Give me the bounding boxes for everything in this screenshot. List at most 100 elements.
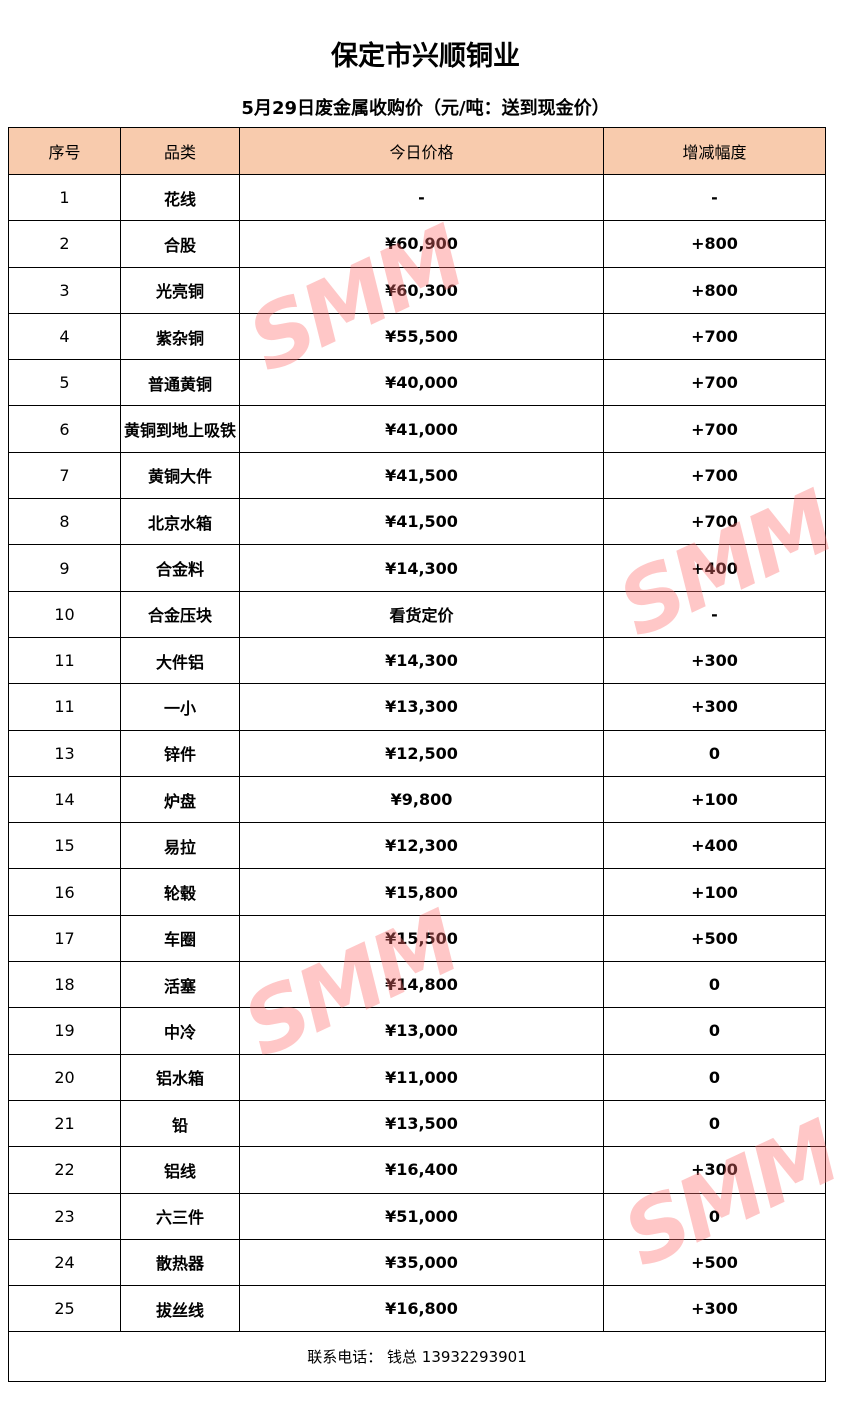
row-index: 8 [8, 498, 121, 546]
row-change: +400 [603, 544, 826, 592]
row-change: +300 [603, 1146, 826, 1194]
row-change: +800 [603, 220, 826, 268]
row-price: ¥13,500 [239, 1099, 604, 1148]
row-change: 0 [603, 729, 826, 777]
row-index: 22 [8, 1146, 121, 1194]
row-category: 一小 [120, 683, 240, 731]
table-row: 17 车圈 ¥15,500 +500 [8, 914, 826, 963]
row-category: 普通黄铜 [120, 359, 240, 407]
row-price: - [239, 173, 604, 222]
row-price: ¥12,500 [239, 729, 604, 777]
col-header-change: 增减幅度 [603, 127, 826, 175]
row-category: 六三件 [120, 1192, 240, 1240]
row-category: 铅 [120, 1099, 240, 1148]
row-category: 光亮铜 [120, 266, 240, 314]
row-change: 0 [603, 1007, 826, 1055]
table-row: 13 锌件 ¥12,500 0 [8, 729, 826, 777]
row-index: 21 [8, 1099, 121, 1148]
row-index: 15 [8, 822, 121, 870]
row-change: +300 [603, 1285, 826, 1333]
row-price: ¥13,300 [239, 683, 604, 731]
header-row: 序号 品类 今日价格 增减幅度 [8, 127, 826, 175]
row-index: 1 [8, 173, 121, 222]
row-category: 锌件 [120, 729, 240, 777]
row-index: 24 [8, 1238, 121, 1287]
table-row: 16 轮毂 ¥15,800 +100 [8, 868, 826, 916]
row-category: 拔丝线 [120, 1285, 240, 1333]
table-row: 19 中冷 ¥13,000 0 [8, 1007, 826, 1055]
row-price: ¥13,000 [239, 1007, 604, 1055]
row-category: 车圈 [120, 914, 240, 963]
row-price: ¥16,400 [239, 1146, 604, 1194]
row-price: ¥12,300 [239, 822, 604, 870]
row-price: ¥41,500 [239, 451, 604, 500]
row-change: +500 [603, 914, 826, 963]
row-index: 5 [8, 359, 121, 407]
row-category: 合金料 [120, 544, 240, 592]
row-index: 6 [8, 405, 121, 453]
contact-info: 联系电话： 钱总 13932293901 [8, 1331, 826, 1383]
row-change: 0 [603, 961, 826, 1009]
row-index: 11 [8, 636, 121, 685]
row-category: 易拉 [120, 822, 240, 870]
row-category: 紫杂铜 [120, 312, 240, 361]
row-price: ¥15,500 [239, 914, 604, 963]
row-category: 北京水箱 [120, 498, 240, 546]
row-price: ¥14,800 [239, 961, 604, 1009]
row-price: ¥14,300 [239, 636, 604, 685]
page-subtitle: 5月29日废金属收购价（元/吨：送到现金价） [241, 98, 610, 119]
row-index: 7 [8, 451, 121, 500]
row-price: ¥40,000 [239, 359, 604, 407]
row-category: 炉盘 [120, 775, 240, 824]
footer-row: 联系电话： 钱总 13932293901 [8, 1331, 826, 1383]
row-price: 看货定价 [239, 590, 604, 638]
row-price: ¥41,500 [239, 498, 604, 546]
row-change: 0 [603, 1192, 826, 1240]
row-index: 23 [8, 1192, 121, 1240]
row-index: 16 [8, 868, 121, 916]
row-price: ¥15,800 [239, 868, 604, 916]
table-row: 11 大件铝 ¥14,300 +300 [8, 636, 826, 685]
row-category: 花线 [120, 173, 240, 222]
price-table: 序号 品类 今日价格 增减幅度 1 花线 - -2 合股 ¥60,900 +800 3 光亮铜 ¥… [8, 127, 826, 1383]
row-change: +100 [603, 868, 826, 916]
row-index: 20 [8, 1053, 121, 1101]
table-row: 7 黄铜大件 ¥41,500 +700 [8, 451, 826, 500]
row-price: ¥60,900 [239, 220, 604, 268]
table-row: 23 六三件 ¥51,000 0 [8, 1192, 826, 1240]
table-row: 18 活塞 ¥14,800 0 [8, 961, 826, 1009]
row-category: 中冷 [120, 1007, 240, 1055]
row-index: 3 [8, 266, 121, 314]
row-price: ¥16,800 [239, 1285, 604, 1333]
row-category: 黄铜到地上吸铁 [120, 405, 240, 453]
row-price: ¥11,000 [239, 1053, 604, 1101]
row-index: 14 [8, 775, 121, 824]
page-title: 保定市兴顺铜业 [331, 41, 520, 72]
table-row: 3 光亮铜 ¥60,300 +800 [8, 266, 826, 314]
table-row: 8 北京水箱 ¥41,500 +700 [8, 498, 826, 546]
col-header-price: 今日价格 [239, 127, 604, 175]
row-price: ¥14,300 [239, 544, 604, 592]
row-category: 合金压块 [120, 590, 240, 638]
row-change: +300 [603, 636, 826, 685]
row-change: +700 [603, 312, 826, 361]
row-category: 轮毂 [120, 868, 240, 916]
row-index: 4 [8, 312, 121, 361]
col-header-category: 品类 [120, 127, 240, 175]
row-index: 19 [8, 1007, 121, 1055]
row-change: +800 [603, 266, 826, 314]
row-change: +700 [603, 498, 826, 546]
row-price: ¥51,000 [239, 1192, 604, 1240]
row-change: +500 [603, 1238, 826, 1287]
col-header-index: 序号 [8, 127, 121, 175]
row-change: +700 [603, 451, 826, 500]
table-row: 25 拔丝线 ¥16,800 +300 [8, 1285, 826, 1333]
row-change: +100 [603, 775, 826, 824]
row-change: +700 [603, 359, 826, 407]
row-index: 25 [8, 1285, 121, 1333]
row-category: 黄铜大件 [120, 451, 240, 500]
row-category: 大件铝 [120, 636, 240, 685]
table-row: 15 易拉 ¥12,300 +400 [8, 822, 826, 870]
row-change: +400 [603, 822, 826, 870]
row-change: +300 [603, 683, 826, 731]
